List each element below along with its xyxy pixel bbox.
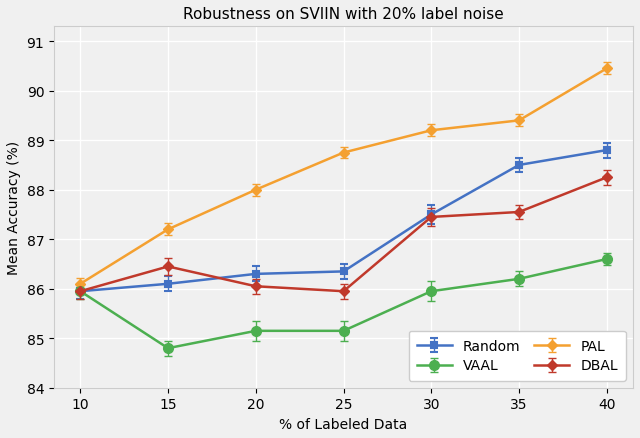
Y-axis label: Mean Accuracy (%): Mean Accuracy (%) bbox=[7, 141, 21, 275]
X-axis label: % of Labeled Data: % of Labeled Data bbox=[280, 417, 408, 431]
Legend: Random, VAAL, PAL, DBAL: Random, VAAL, PAL, DBAL bbox=[408, 331, 626, 381]
Title: Robustness on SVIIN with 20% label noise: Robustness on SVIIN with 20% label noise bbox=[183, 7, 504, 22]
